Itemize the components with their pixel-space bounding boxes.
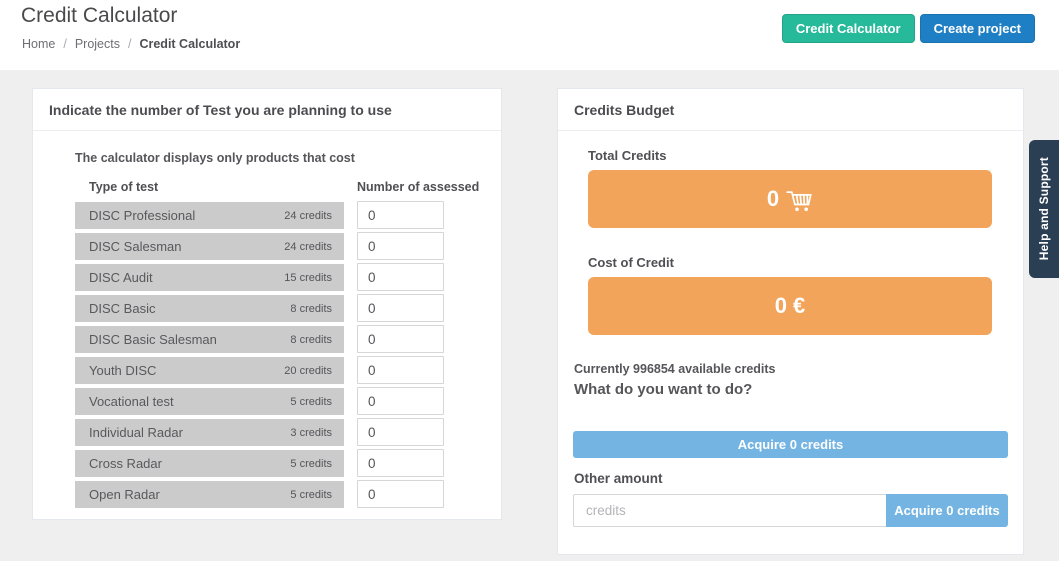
test-credits: 20 credits [284, 364, 332, 377]
test-credits: 8 credits [290, 333, 332, 346]
number-assessed-input[interactable] [357, 232, 444, 260]
total-credits-display: 0 [588, 170, 992, 228]
help-and-support-tab[interactable]: Help and Support [1029, 140, 1059, 278]
test-name: DISC Salesman [89, 239, 182, 254]
number-assessed-input[interactable] [357, 294, 444, 322]
table-row: Youth DISC 20 credits [75, 356, 501, 384]
table-row: DISC Basic 8 credits [75, 294, 501, 322]
test-credits: 15 credits [284, 271, 332, 284]
number-assessed-input[interactable] [357, 387, 444, 415]
help-and-support-label: Help and Support [1037, 157, 1051, 261]
cost-of-credit-label: Cost of Credit [588, 255, 674, 270]
test-name: Youth DISC [89, 363, 157, 378]
credit-calculator-button[interactable]: Credit Calculator [781, 14, 915, 43]
number-assessed-input[interactable] [357, 449, 444, 477]
test-name: DISC Professional [89, 208, 196, 223]
breadcrumb: Home / Projects / Credit Calculator [22, 37, 240, 51]
number-assessed-input[interactable] [357, 201, 444, 229]
test-name: Vocational test [89, 394, 174, 409]
available-credits-text: Currently 996854 available credits [574, 362, 776, 376]
page-title: Credit Calculator [21, 4, 178, 27]
test-calculator-panel: Indicate the number of Test you are plan… [32, 88, 502, 520]
breadcrumb-home[interactable]: Home [22, 37, 56, 51]
calculator-note: The calculator displays only products th… [75, 151, 355, 165]
test-credits: 5 credits [290, 488, 332, 501]
acquire-credits-button[interactable]: Acquire 0 credits [573, 431, 1008, 458]
test-calculator-body: The calculator displays only products th… [33, 131, 501, 508]
test-name: Open Radar [89, 487, 160, 502]
number-assessed-input[interactable] [357, 356, 444, 384]
other-amount-input[interactable] [573, 494, 886, 527]
table-row: DISC Basic Salesman 8 credits [75, 325, 501, 353]
what-to-do-question: What do you want to do? [574, 381, 753, 398]
table-row: Individual Radar 3 credits [75, 418, 501, 446]
test-credits: 5 credits [290, 457, 332, 470]
header-buttons: Credit Calculator Create project [781, 14, 1035, 43]
breadcrumb-separator: / [63, 37, 67, 51]
number-assessed-input[interactable] [357, 418, 444, 446]
cost-of-credit-value: 0 € [774, 293, 806, 318]
credits-budget-panel: Credits Budget Total Credits 0 Cost of C… [557, 88, 1024, 555]
test-name: DISC Basic [89, 301, 156, 316]
table-row: DISC Audit 15 credits [75, 263, 501, 291]
test-name: Individual Radar [89, 425, 183, 440]
test-name: Cross Radar [89, 456, 162, 471]
breadcrumb-current: Credit Calculator [139, 37, 241, 51]
breadcrumb-separator: / [127, 37, 132, 51]
table-row: DISC Salesman 24 credits [75, 232, 501, 260]
total-credits-value: 0 [766, 186, 780, 211]
number-assessed-input[interactable] [357, 480, 444, 508]
total-credits-label: Total Credits [588, 148, 667, 163]
test-credits: 8 credits [290, 302, 332, 315]
column-header-type-of-test: Type of test [89, 180, 159, 194]
test-calculator-panel-title: Indicate the number of Test you are plan… [33, 89, 501, 131]
test-credits: 5 credits [290, 395, 332, 408]
number-assessed-input[interactable] [357, 263, 444, 291]
create-project-button[interactable]: Create project [919, 14, 1035, 43]
credits-budget-panel-title: Credits Budget [558, 89, 1023, 131]
table-row: Cross Radar 5 credits [75, 449, 501, 477]
test-name: DISC Basic Salesman [89, 332, 217, 347]
test-credits: 24 credits [284, 209, 332, 222]
breadcrumb-projects[interactable]: Projects [74, 37, 120, 51]
test-credits: 24 credits [284, 240, 332, 253]
page-header: Credit Calculator Home / Projects / Cred… [0, 0, 1059, 70]
table-row: Open Radar 5 credits [75, 480, 501, 508]
other-amount-group: Acquire 0 credits [573, 494, 1008, 527]
other-amount-label: Other amount [574, 471, 663, 486]
acquire-other-amount-button[interactable]: Acquire 0 credits [886, 494, 1008, 527]
table-row: Vocational test 5 credits [75, 387, 501, 415]
number-assessed-input[interactable] [357, 325, 444, 353]
table-row: DISC Professional 24 credits [75, 201, 501, 229]
shopping-cart-icon [786, 189, 813, 213]
column-header-number-of-assessed: Number of assessed [357, 180, 480, 194]
cost-of-credit-display: 0 € [588, 277, 992, 335]
test-name: DISC Audit [89, 270, 153, 285]
test-credits: 3 credits [290, 426, 332, 439]
table-column-headers: Type of test Number of assessed [75, 180, 501, 194]
